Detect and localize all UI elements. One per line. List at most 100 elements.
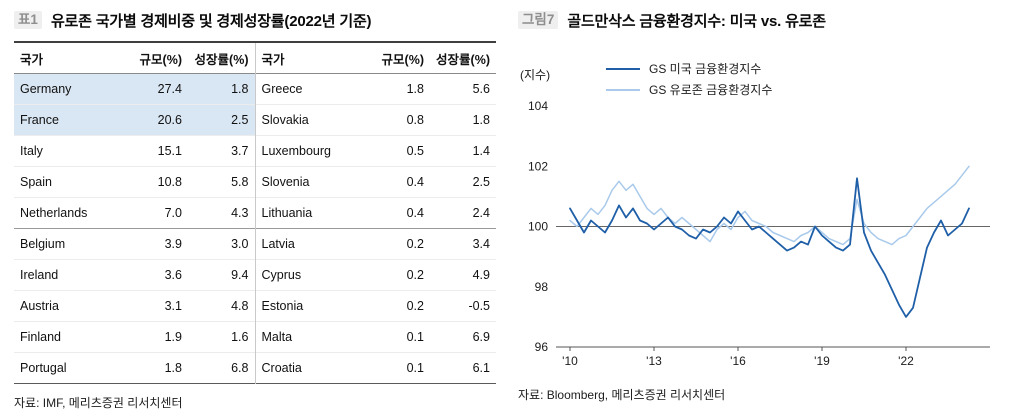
table-cell: 2.5 — [472, 175, 490, 189]
eurozone-line-swatch-icon — [606, 88, 640, 91]
table-header-row: 국가 규모(%) 성장률(%) 국가 규모(%) 성장률(%) — [14, 42, 496, 74]
svg-text:102: 102 — [528, 159, 548, 173]
legend-label-us: GS 미국 금융환경지수 — [649, 62, 762, 76]
legend-label-eurozone: GS 유로존 금융환경지수 — [649, 83, 773, 97]
table-cell: 1.8 — [472, 113, 490, 127]
chart-tag: 그림7 — [518, 11, 559, 29]
table-row: Spain 10.8 5.8 Slovenia 0.4 2.5 — [14, 166, 496, 198]
table-cell: 27.4 — [122, 73, 188, 105]
svg-text:'13: '13 — [646, 354, 662, 368]
table-cell: 20.6 — [122, 104, 188, 136]
svg-text:100: 100 — [528, 220, 548, 234]
table-cell: 0.2 — [406, 237, 424, 251]
table-cell: 1.4 — [472, 144, 490, 158]
column-header: 규모(%) — [139, 52, 182, 67]
svg-text:'16: '16 — [730, 354, 746, 368]
chart-panel: 그림7 골드만삭스 금융환경지수: 미국 vs. 유로존 GS 미국 금융환경지… — [518, 8, 998, 404]
chart-legend: GS 미국 금융환경지수 GS 유로존 금융환경지수 — [606, 58, 772, 100]
y-axis-unit-label: (지수) — [520, 68, 551, 82]
table-cell: 1.8 — [188, 73, 255, 105]
table-cell: Portugal — [20, 361, 67, 375]
table-cell: 3.1 — [164, 299, 182, 313]
table-row: Ireland 3.6 9.4 Cyprus 0.2 4.9 — [14, 259, 496, 291]
table-cell: 3.6 — [164, 268, 182, 282]
table-cell: Estonia — [254, 290, 365, 322]
table-cell: Slovenia — [254, 166, 365, 198]
table-row: France 20.6 2.5 Slovakia 0.8 1.8 — [14, 104, 496, 136]
table-cell: 0.8 — [406, 113, 424, 127]
chart-source: 자료: Bloomberg, 메리츠증권 리서치센터 — [518, 388, 726, 402]
svg-text:'10: '10 — [562, 354, 578, 368]
table-cell: 0.4 — [406, 206, 424, 220]
table-cell: 0.1 — [406, 330, 424, 344]
table-cell: Austria — [20, 299, 59, 313]
chart-title: 골드만삭스 금융환경지수: 미국 vs. 유로존 — [567, 12, 826, 30]
table-row: Italy 15.1 3.7 Luxembourg 0.5 1.4 — [14, 135, 496, 167]
legend-item-eurozone: GS 유로존 금융환경지수 — [606, 79, 772, 100]
table-cell: Belgium — [20, 237, 66, 251]
table-row: Netherlands 7.0 4.3 Lithuania 0.4 2.4 — [14, 197, 496, 229]
table-cell: 15.1 — [157, 144, 182, 158]
table-cell: 0.2 — [406, 299, 424, 313]
table-cell: 1.8 — [164, 361, 182, 375]
table-cell: Latvia — [254, 228, 365, 260]
svg-text:98: 98 — [535, 280, 549, 294]
column-header: 규모(%) — [381, 52, 424, 67]
table-cell: Germany — [14, 73, 122, 105]
table-cell: 0.5 — [406, 144, 424, 158]
svg-text:'19: '19 — [814, 354, 830, 368]
table-cell: 1.6 — [231, 330, 249, 344]
table-title: 유로존 국가별 경제비중 및 경제성장률(2022년 기준) — [50, 12, 372, 30]
table-cell: 3.0 — [231, 237, 249, 251]
table-cell: France — [14, 104, 122, 136]
table-row: Finland 1.9 1.6 Malta 0.1 6.9 — [14, 321, 496, 353]
table-tag: 표1 — [14, 11, 42, 29]
country-table: 국가 규모(%) 성장률(%) 국가 규모(%) 성장률(%) Germany 27.4 1.… — [14, 41, 496, 384]
table-header: 표1 유로존 국가별 경제비중 및 경제성장률(2022년 기준) — [14, 8, 496, 32]
table-cell: 3.7 — [231, 144, 249, 158]
table-cell: 10.8 — [157, 175, 182, 189]
table-cell: Italy — [20, 144, 43, 158]
table-cell: 4.3 — [231, 206, 249, 220]
table-row: Austria 3.1 4.8 Estonia 0.2 -0.5 — [14, 290, 496, 322]
table-cell: Netherlands — [20, 206, 88, 220]
table-cell: -0.5 — [468, 299, 490, 313]
table-row: Germany 27.4 1.8 Greece 1.8 5.6 — [14, 73, 496, 105]
table-source: 자료: IMF, 메리츠증권 리서치센터 — [14, 396, 183, 410]
table-cell: 5.6 — [472, 82, 490, 96]
table-cell: 0.1 — [406, 361, 424, 375]
table-cell: 7.0 — [164, 206, 182, 220]
legend-item-us: GS 미국 금융환경지수 — [606, 58, 772, 79]
country-table-body: Germany 27.4 1.8 Greece 1.8 5.6 France 20.6 2.5 S… — [14, 73, 496, 384]
table-cell: 2.5 — [188, 104, 255, 136]
table-cell: 0.2 — [406, 268, 424, 282]
table-cell: Croatia — [254, 352, 365, 384]
table-cell: Luxembourg — [254, 135, 365, 167]
us-line-swatch-icon — [606, 67, 640, 70]
table-cell: Finland — [20, 330, 61, 344]
table-cell: Spain — [20, 175, 52, 189]
table-cell: Lithuania — [254, 197, 365, 229]
table-cell: 3.9 — [164, 237, 182, 251]
table-cell: 6.1 — [472, 361, 490, 375]
table-panel: 표1 유로존 국가별 경제비중 및 경제성장률(2022년 기준) 국가 규모(%… — [14, 8, 496, 411]
table-cell: 6.8 — [231, 361, 249, 375]
table-cell: 2.4 — [472, 206, 490, 220]
svg-text:96: 96 — [535, 340, 549, 354]
column-header: 국가 — [254, 42, 365, 74]
fci-chart: 96 98 100 102 104 '10 '13 '16 '19 '22 — [528, 99, 990, 368]
table-cell: 6.9 — [472, 330, 490, 344]
table-row: Portugal 1.8 6.8 Croatia 0.1 6.1 — [14, 352, 496, 384]
column-header: 성장률(%) — [194, 52, 249, 67]
column-header: 성장률(%) — [436, 52, 490, 67]
table-cell: 4.8 — [231, 299, 249, 313]
table-cell: 0.4 — [406, 175, 424, 189]
table-cell: 4.9 — [472, 268, 490, 282]
table-cell: 5.8 — [231, 175, 249, 189]
svg-text:'22: '22 — [898, 354, 914, 368]
column-header: 국가 — [20, 52, 44, 67]
table-cell: 3.4 — [472, 237, 490, 251]
chart-header: 그림7 골드만삭스 금융환경지수: 미국 vs. 유로존 — [518, 8, 998, 32]
table-cell: 1.9 — [164, 330, 182, 344]
